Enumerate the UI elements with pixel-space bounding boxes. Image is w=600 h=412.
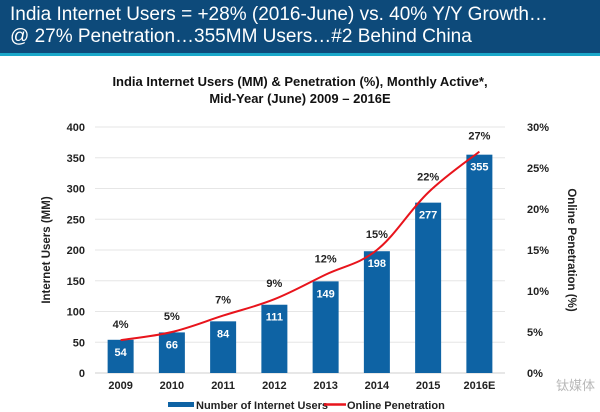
y-tick-label: 100 xyxy=(67,307,85,319)
y2-tick-label: 5% xyxy=(527,327,543,339)
x-tick-label: 2016E xyxy=(463,380,495,392)
bar xyxy=(363,251,390,373)
y-tick-label: 400 xyxy=(67,122,85,134)
legend: Number of Internet Users Online Penetrat… xyxy=(168,400,445,412)
x-tick-label: 2012 xyxy=(262,380,286,392)
line-series xyxy=(120,150,480,342)
y-tick-label: 200 xyxy=(67,245,85,257)
bar-value-label: 277 xyxy=(419,210,437,222)
x-tick-label: 2010 xyxy=(160,380,184,392)
y-axis-left: 0 50 100 150 200 250 300 350 400 xyxy=(67,122,85,380)
bar xyxy=(466,154,493,373)
legend-label-users: Number of Internet Users xyxy=(196,400,328,412)
penetration-value-label: 4% xyxy=(113,319,129,331)
y2-tick-label: 25% xyxy=(527,163,549,175)
bar xyxy=(415,202,442,373)
chart-title: India Internet Users (MM) & Penetration … xyxy=(112,74,488,106)
y2-tick-label: 30% xyxy=(527,122,549,134)
slide-header: India Internet Users = +28% (2016-June) … xyxy=(0,0,600,53)
penetration-value-label: 22% xyxy=(417,172,439,184)
watermark: 钛媒体 xyxy=(556,379,595,394)
y2-tick-label: 20% xyxy=(527,204,549,216)
bar-value-label: 84 xyxy=(217,328,230,340)
y-axis-title: Internet Users (MM) xyxy=(41,196,53,304)
y-tick-label: 300 xyxy=(67,184,85,196)
bar-value-label: 54 xyxy=(115,347,128,359)
y-tick-label: 150 xyxy=(67,276,85,288)
penetration-value-label: 15% xyxy=(366,229,388,241)
penetration-value-label: 7% xyxy=(215,295,231,307)
bar xyxy=(261,304,288,373)
legend-swatch-users xyxy=(168,402,194,407)
y-tick-label: 50 xyxy=(73,337,85,349)
penetration-value-label: 5% xyxy=(164,311,180,323)
y2-tick-label: 15% xyxy=(527,245,549,257)
y2-tick-label: 10% xyxy=(527,286,549,298)
bar-value-label: 198 xyxy=(368,258,386,270)
x-tick-label: 2013 xyxy=(313,380,337,392)
slide-title: India Internet Users = +28% (2016-June) … xyxy=(10,4,548,47)
y-tick-label: 250 xyxy=(67,214,85,226)
penetration-value-label: 27% xyxy=(468,131,490,143)
y-axis-right: 0% 5% 10% 15% 20% 25% 30% xyxy=(527,122,549,380)
bar xyxy=(107,339,134,373)
bar-value-label: 355 xyxy=(470,162,488,174)
y-tick-label: 0 xyxy=(79,368,85,380)
bar-series xyxy=(107,154,493,373)
x-tick-label: 2015 xyxy=(416,380,440,392)
bar-value-label: 66 xyxy=(166,339,178,351)
bar xyxy=(158,332,185,373)
bar xyxy=(210,321,237,373)
y2-axis-title: Online Penetration (%) xyxy=(565,188,577,311)
header-accent-strip xyxy=(0,53,600,56)
gridlines xyxy=(95,126,505,374)
x-tick-label: 2009 xyxy=(108,380,132,392)
y-tick-label: 350 xyxy=(67,153,85,165)
legend-label-penetration: Online Penetration xyxy=(347,400,445,412)
bar-value-label: 111 xyxy=(266,312,283,324)
bar xyxy=(312,281,339,373)
penetration-value-label: 9% xyxy=(266,278,282,290)
penetration-line xyxy=(120,150,480,342)
penetration-value-label: 12% xyxy=(315,254,337,266)
data-labels: 54 66 84 111 149 198 277 355 4% 5% 7% 9% 12% 15% 22% 27… xyxy=(113,131,491,359)
y2-tick-label: 0% xyxy=(527,368,543,380)
x-tick-label: 2014 xyxy=(365,380,390,392)
x-tick-label: 2011 xyxy=(211,380,235,392)
bar-value-label: 149 xyxy=(316,288,334,300)
x-axis: 2009 2010 2011 2012 2013 2014 2015 2016E xyxy=(108,380,495,392)
